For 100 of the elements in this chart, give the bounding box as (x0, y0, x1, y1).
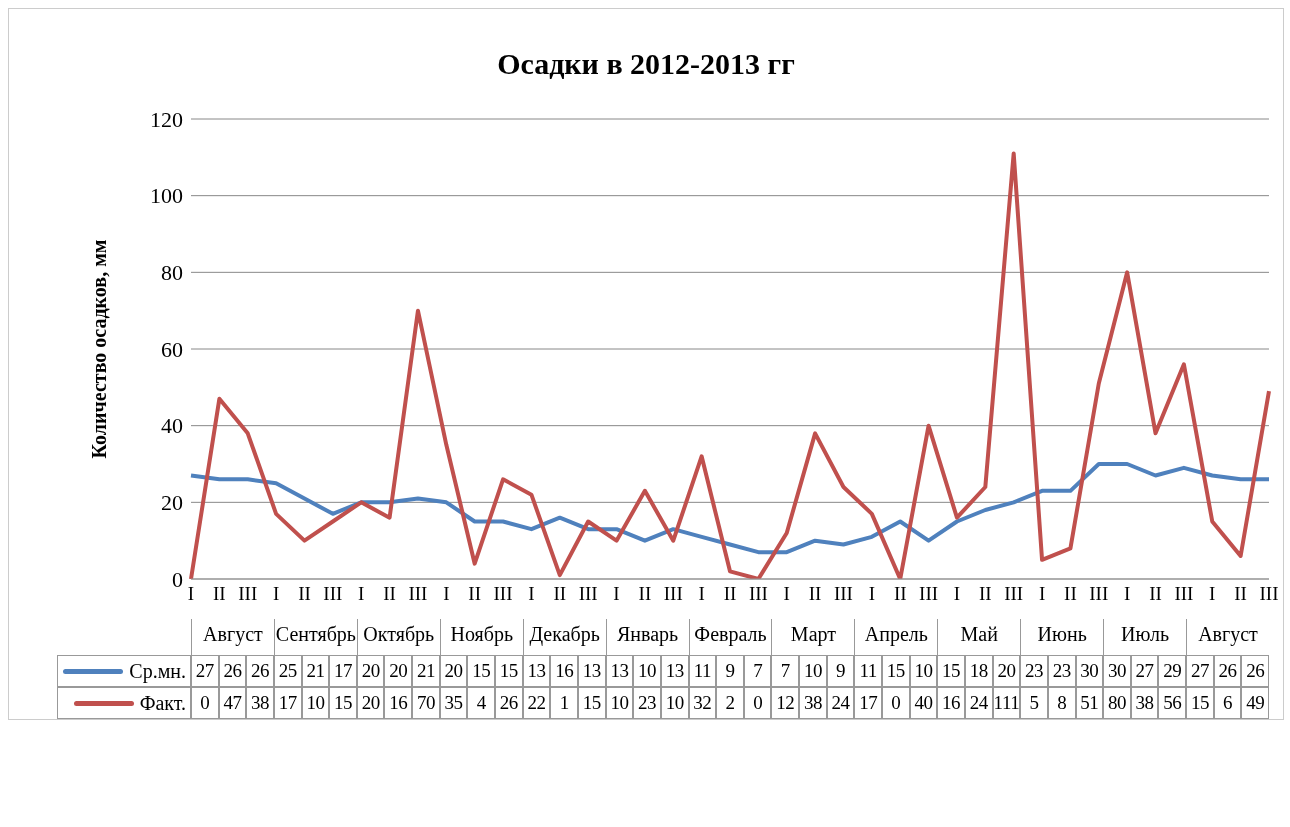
y-tick-label: 100 (150, 183, 183, 209)
data-label: 10 (633, 655, 661, 687)
data-label: 23 (633, 687, 661, 719)
x-tick-label: III (663, 583, 683, 605)
data-label: 20 (992, 655, 1021, 687)
data-label: 11 (854, 655, 883, 687)
text: Май (937, 619, 1021, 655)
data-label: 0 (882, 687, 910, 719)
data-label: 30 (1103, 655, 1131, 687)
x-tick-label: II (893, 583, 907, 605)
data-label: 23 (1020, 655, 1048, 687)
x-tick-label: I (443, 583, 450, 605)
x-tick-label: II (723, 583, 737, 605)
data-label: 0 (743, 687, 772, 719)
text: Февраль (688, 619, 772, 655)
data-label: 4 (467, 687, 496, 719)
data-label: 11 (688, 655, 717, 687)
x-tick-label: III (323, 583, 343, 605)
x-tick-label: III (1259, 583, 1279, 605)
x-tick-label: II (1149, 583, 1162, 605)
data-label: 16 (384, 687, 413, 719)
text: Ноябрь (439, 619, 523, 655)
data-label: 20 (439, 655, 468, 687)
data-label: 20 (356, 687, 385, 719)
data-label: 32 (688, 687, 717, 719)
text: Декабрь (522, 619, 606, 655)
data-label: 35 (439, 687, 468, 719)
data-label: 38 (246, 687, 274, 719)
x-tick-label: I (1038, 583, 1046, 605)
data-label: 47 (218, 687, 247, 719)
y-tick-label: 60 (161, 336, 183, 362)
data-label: 24 (964, 687, 993, 719)
chart-title: Осадки в 2012-2013 гг (496, 47, 796, 81)
data-label: 13 (605, 655, 634, 687)
data-label: 8 (1047, 687, 1076, 719)
legend-label: Факт. (139, 691, 186, 716)
data-label: 20 (356, 655, 385, 687)
x-tick-label: II (213, 583, 226, 605)
data-label: 17 (854, 687, 883, 719)
data-label: 10 (909, 655, 938, 687)
legend-label: Ср.мн. (129, 659, 186, 685)
data-label: 2 (716, 687, 744, 719)
data-label: 21 (301, 655, 330, 687)
x-tick-label: II (1064, 583, 1077, 605)
data-label: 40 (909, 687, 938, 719)
data-label: 25 (273, 655, 302, 687)
data-label: 21 (412, 655, 440, 687)
data-label: 15 (329, 687, 357, 719)
text: Август (191, 619, 274, 655)
text: Октябрь (356, 619, 440, 655)
x-tick-label: I (1123, 583, 1131, 605)
data-label: 27 (1186, 655, 1214, 687)
x-tick-label: III (1004, 583, 1024, 605)
data-label: 49 (1241, 687, 1269, 719)
x-tick-label: I (358, 583, 365, 605)
x-tick-label: I (187, 583, 195, 605)
data-label: 26 (218, 655, 247, 687)
data-label: 10 (660, 687, 689, 719)
x-tick-label: II (978, 583, 992, 605)
text: Апрель (854, 619, 938, 655)
y-tick-label: 120 (150, 106, 183, 132)
data-label: 7 (743, 655, 772, 687)
data-label: 5 (1020, 687, 1048, 719)
data-label: 51 (1075, 687, 1104, 719)
text: Июль (1103, 619, 1187, 655)
data-label: 18 (964, 655, 993, 687)
data-label: 12 (771, 687, 800, 719)
x-tick-label: I (698, 583, 705, 605)
data-label: 13 (660, 655, 689, 687)
data-label: 20 (384, 655, 413, 687)
x-tick-label: III (408, 583, 428, 605)
data-label: 26 (495, 687, 523, 719)
y-axis-title: Количество осадков, мм (88, 239, 111, 459)
data-label: 13 (577, 655, 606, 687)
x-tick-label: I (528, 583, 535, 605)
data-label: 9 (716, 655, 744, 687)
data-label: 26 (1213, 655, 1242, 687)
data-label: 26 (1241, 655, 1269, 687)
data-label: 0 (191, 687, 219, 719)
x-tick-label: I (272, 583, 280, 605)
y-tick-label: 80 (161, 260, 183, 286)
data-label: 10 (605, 687, 634, 719)
x-tick-label: III (1089, 583, 1109, 605)
text: Август (1186, 619, 1269, 655)
line-series (189, 151, 1271, 579)
text: Январь (605, 619, 689, 655)
x-tick-label: III (919, 583, 939, 605)
data-label: 38 (1130, 687, 1159, 719)
x-tick-label: III (493, 583, 513, 605)
data-label: 111 (992, 687, 1021, 719)
x-tick-label: I (783, 583, 790, 605)
x-tick-label: I (953, 583, 961, 605)
data-label: 7 (771, 655, 800, 687)
x-tick-label: III (238, 583, 258, 605)
data-label: 22 (522, 687, 551, 719)
data-label: 15 (937, 655, 965, 687)
data-label: 56 (1158, 687, 1187, 719)
data-label: 29 (1158, 655, 1187, 687)
x-tick-label: III (748, 583, 768, 605)
y-tick-label: 20 (161, 490, 183, 516)
